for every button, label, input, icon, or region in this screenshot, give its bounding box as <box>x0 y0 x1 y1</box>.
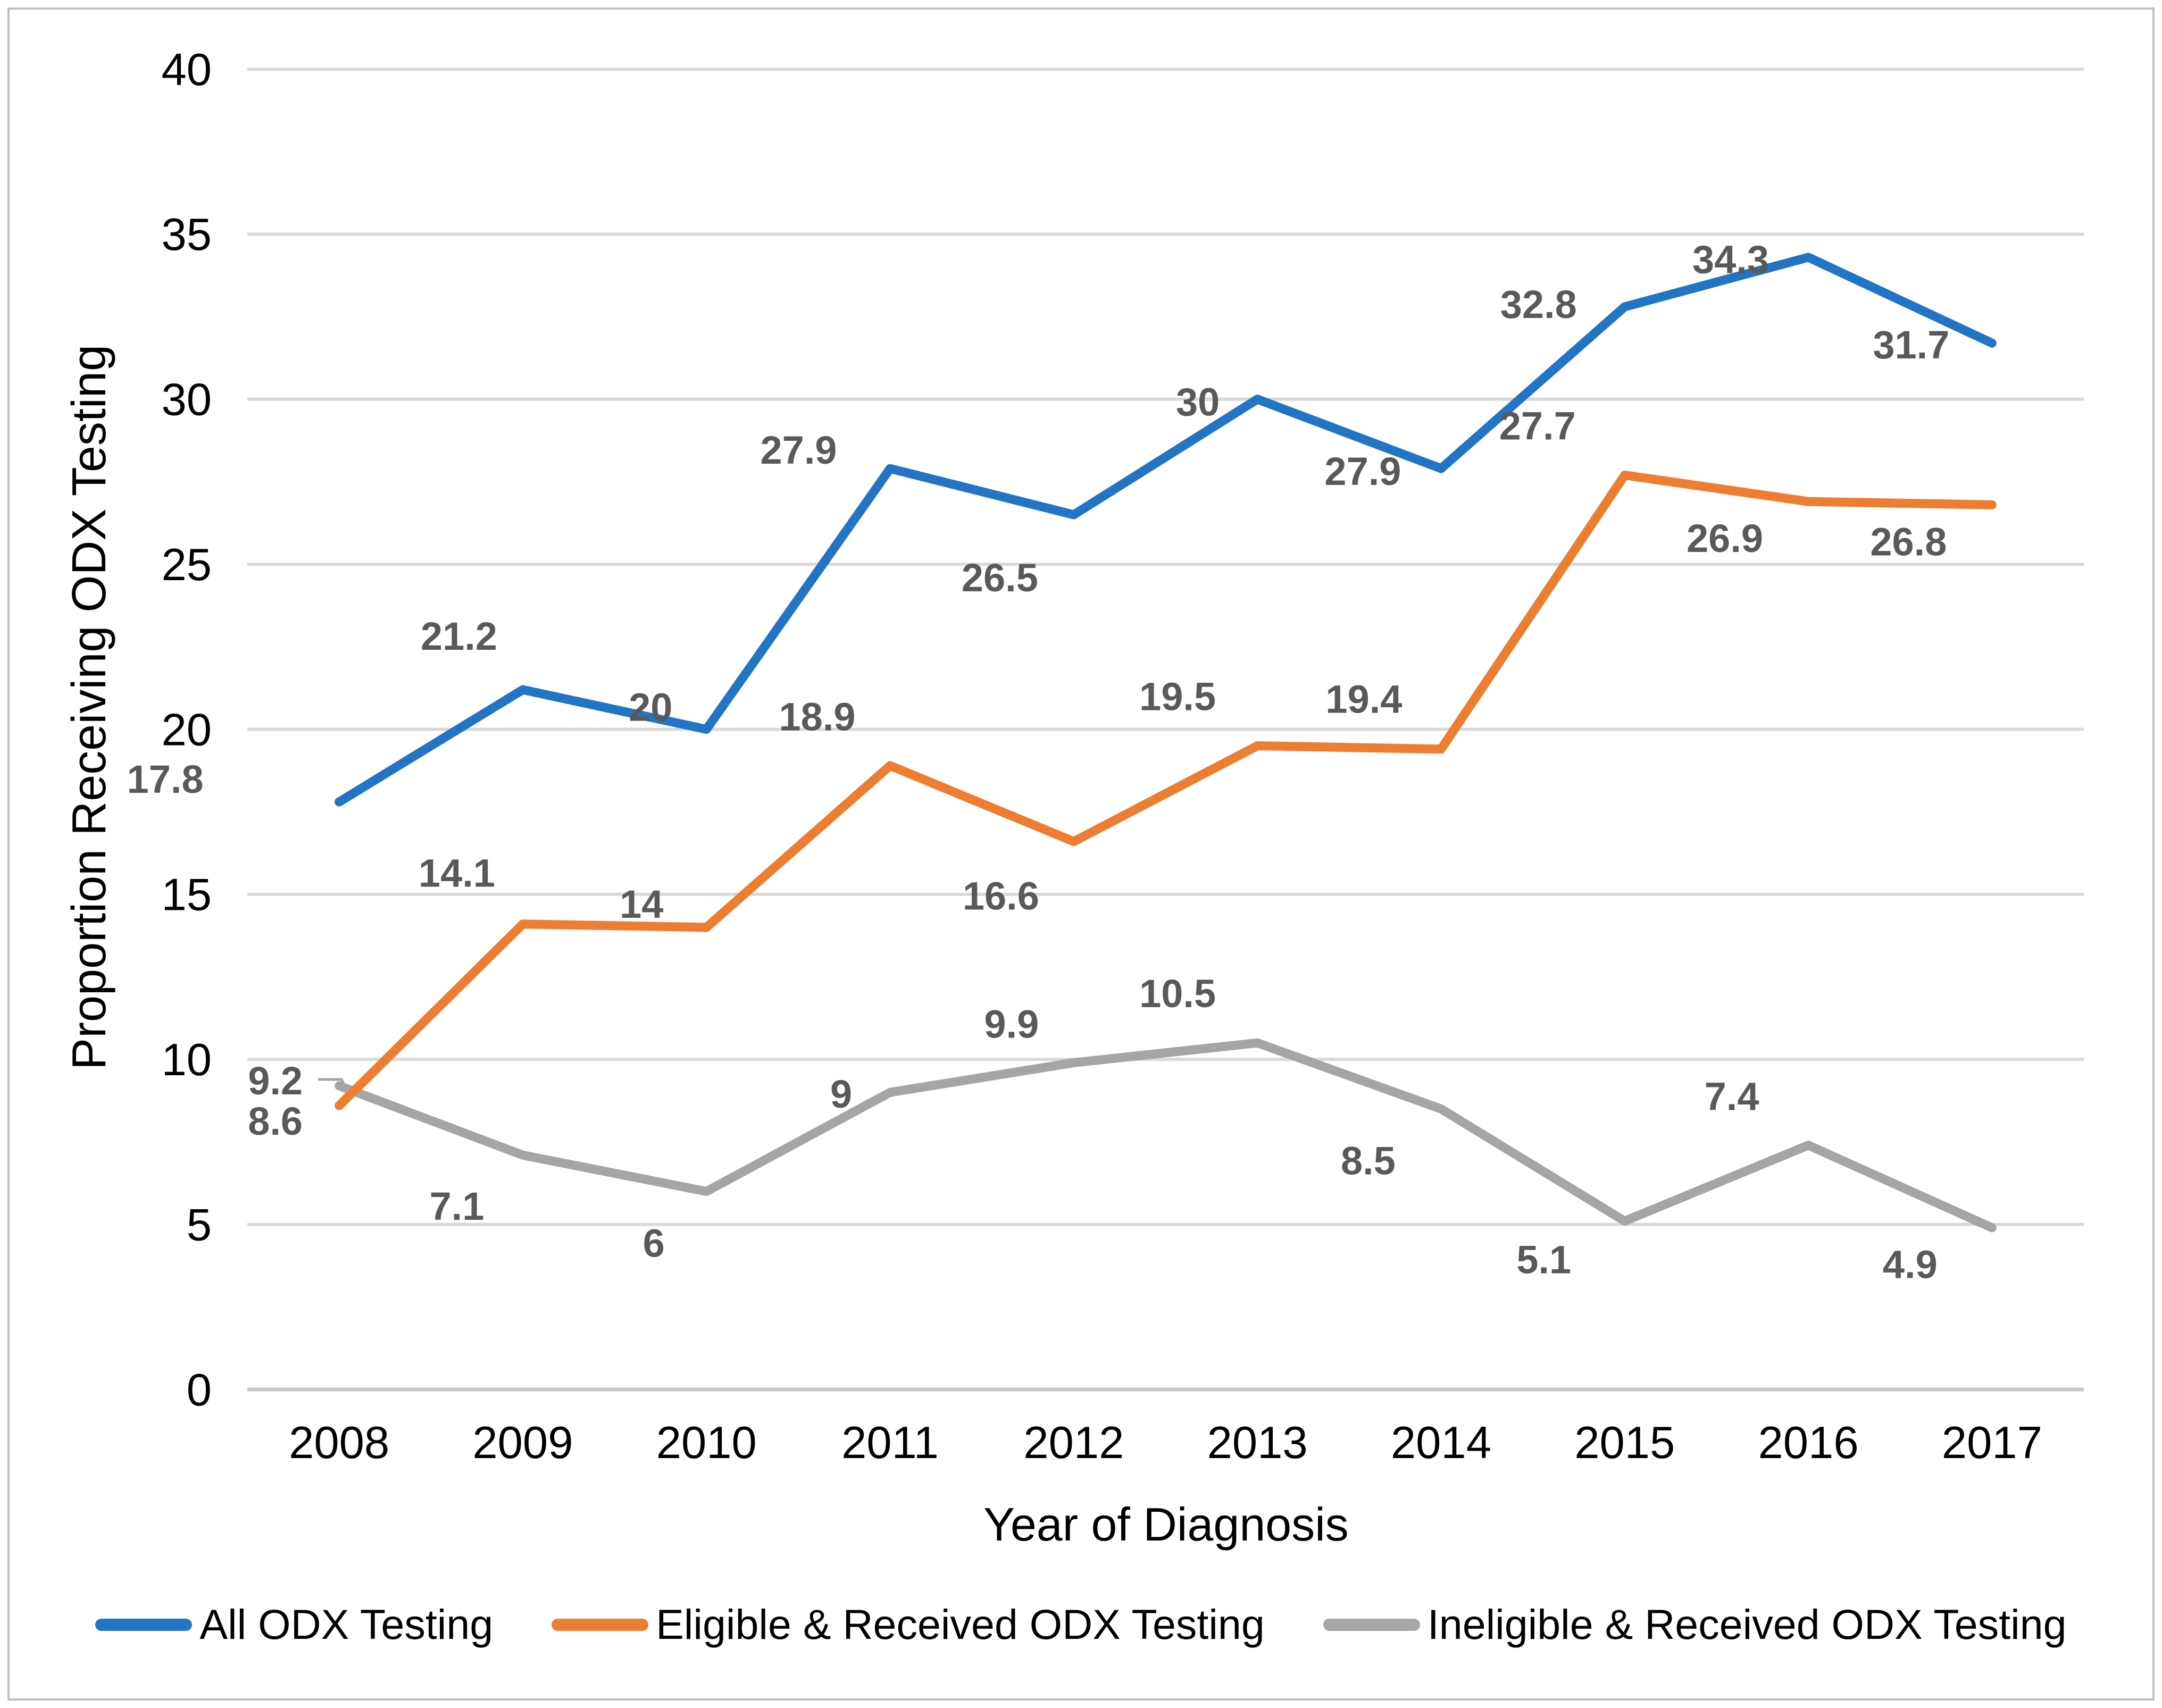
data-label: 30 <box>1176 380 1220 424</box>
data-label: 10.5 <box>1139 972 1216 1016</box>
data-label: 19.5 <box>1139 674 1216 718</box>
x-axis-title: Year of Diagnosis <box>983 1498 1349 1551</box>
data-label: 27.7 <box>1499 404 1576 448</box>
x-tick-label: 2012 <box>1023 1418 1124 1468</box>
data-label: 7.4 <box>1705 1075 1759 1119</box>
legend-swatch-icon <box>1323 1618 1420 1631</box>
x-tick-label: 2011 <box>841 1418 939 1468</box>
data-label: 21.2 <box>421 614 497 658</box>
y-tick-label: 25 <box>161 540 212 590</box>
data-label: 9.2 <box>248 1059 303 1103</box>
data-label: 19.4 <box>1325 677 1402 722</box>
legend-item-label: Ineligible & Received ODX Testing <box>1427 1601 2067 1648</box>
data-label: 8.5 <box>1341 1138 1396 1183</box>
data-label: 8.6 <box>248 1099 303 1143</box>
chart-outer-border <box>7 7 2155 1701</box>
chart-legend: All ODX Testing Eligible & Received ODX T… <box>0 1595 2162 1654</box>
data-label: 26.5 <box>962 556 1038 600</box>
data-label: 9 <box>830 1072 852 1116</box>
x-tick-label: 2015 <box>1574 1418 1675 1468</box>
y-tick-label: 15 <box>161 870 212 920</box>
legend-item-1: Eligible & Received ODX Testing <box>552 1600 1265 1649</box>
y-tick-label: 20 <box>161 705 212 755</box>
legend-swatch-icon <box>95 1618 193 1631</box>
data-label: 6 <box>643 1221 665 1265</box>
legend-swatch-icon <box>552 1618 649 1631</box>
data-label: 27.9 <box>761 428 837 472</box>
x-tick-label: 2017 <box>1942 1418 2042 1468</box>
y-tick-label: 30 <box>161 375 212 425</box>
data-label: 14.1 <box>419 851 495 895</box>
data-label: 26.9 <box>1687 516 1763 560</box>
x-tick-label: 2009 <box>472 1418 573 1468</box>
y-tick-label: 0 <box>187 1365 212 1416</box>
data-label: 32.8 <box>1500 282 1577 326</box>
data-label: 20 <box>629 685 672 729</box>
legend-item-2: Ineligible & Received ODX Testing <box>1323 1600 2067 1649</box>
data-label: 18.9 <box>779 695 856 739</box>
data-label: 7.1 <box>430 1184 485 1228</box>
y-tick-label: 40 <box>161 45 212 95</box>
data-label: 9.9 <box>984 1002 1039 1046</box>
y-tick-label: 10 <box>161 1035 212 1085</box>
x-tick-label: 2010 <box>656 1418 757 1468</box>
data-label: 26.8 <box>1870 520 1947 564</box>
data-label: 34.3 <box>1692 238 1769 282</box>
series-line-0 <box>335 253 1997 807</box>
y-tick-label: 5 <box>187 1200 212 1250</box>
y-tick-label: 35 <box>161 210 212 260</box>
x-tick-label: 2014 <box>1391 1418 1491 1468</box>
data-label: 14 <box>620 882 663 926</box>
data-label: 16.6 <box>963 874 1039 918</box>
series-line-2 <box>335 1038 1997 1233</box>
legend-item-label: Eligible & Received ODX Testing <box>656 1601 1265 1648</box>
data-label: 4.9 <box>1883 1243 1938 1287</box>
legend-item-0: All ODX Testing <box>95 1600 493 1649</box>
series-line-1 <box>335 471 1997 1110</box>
data-label: 27.9 <box>1324 449 1401 493</box>
data-label: 31.7 <box>1873 323 1949 367</box>
data-label: 5.1 <box>1516 1237 1571 1282</box>
legend-item-label: All ODX Testing <box>199 1601 494 1648</box>
x-tick-label: 2008 <box>289 1418 389 1468</box>
x-tick-label: 2013 <box>1207 1418 1308 1468</box>
data-label: 17.8 <box>127 757 204 801</box>
x-tick-label: 2016 <box>1758 1418 1859 1468</box>
y-axis-title: Proportion Receiving ODX Testing <box>63 344 116 1070</box>
